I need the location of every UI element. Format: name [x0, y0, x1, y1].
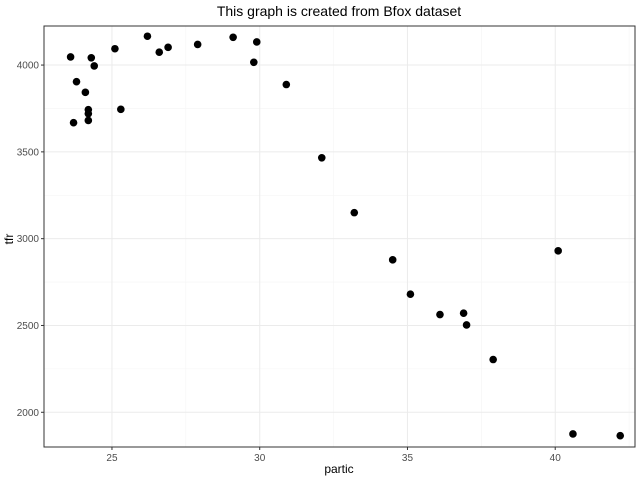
data-point	[616, 431, 625, 440]
data-point	[81, 88, 90, 97]
panel-border	[43, 25, 636, 448]
data-point	[462, 321, 471, 329]
data-point	[388, 256, 397, 264]
data-point	[436, 310, 444, 319]
data-point	[90, 62, 99, 70]
data-point	[459, 309, 468, 317]
data-point	[317, 153, 326, 162]
x-axis-title: partic	[324, 462, 353, 476]
data-point	[252, 38, 261, 46]
x-tick-label: 40	[550, 453, 562, 464]
x-axis-ticks: 25 30 35 40	[106, 447, 561, 464]
y-axis-ticks: 2000 2500 3000 3500 4000	[17, 61, 44, 419]
data-point	[69, 118, 78, 127]
y-tick-label: 4000	[17, 61, 40, 72]
data-point	[84, 116, 93, 125]
data-point	[164, 43, 172, 52]
data-point	[554, 247, 562, 255]
data-point	[155, 48, 164, 57]
data-point	[72, 77, 81, 86]
data-point	[117, 105, 125, 114]
y-tick-label: 2000	[17, 408, 40, 419]
data-point	[143, 32, 152, 41]
x-tick-label: 35	[402, 453, 414, 464]
y-tick-label: 2500	[17, 321, 40, 332]
data-point	[229, 33, 237, 42]
data-point	[569, 430, 577, 438]
data-point	[406, 290, 415, 299]
data-point	[66, 53, 75, 61]
data-point	[87, 53, 96, 62]
minor-gridlines	[44, 26, 635, 447]
data-point	[282, 80, 291, 89]
y-axis-title: tfr	[2, 234, 16, 245]
major-gridlines	[44, 26, 635, 447]
data-point	[193, 40, 202, 49]
data-point	[84, 109, 93, 118]
data-point	[350, 208, 359, 217]
chart-title: This graph is created from Bfox dataset	[217, 3, 461, 19]
data-point	[250, 58, 258, 67]
data-point	[489, 355, 497, 364]
data-point	[111, 44, 119, 53]
y-tick-label: 3000	[17, 234, 40, 245]
data-points	[66, 32, 625, 440]
y-tick-label: 3500	[17, 147, 40, 158]
x-tick-label: 30	[254, 453, 266, 464]
x-tick-label: 25	[106, 453, 118, 464]
